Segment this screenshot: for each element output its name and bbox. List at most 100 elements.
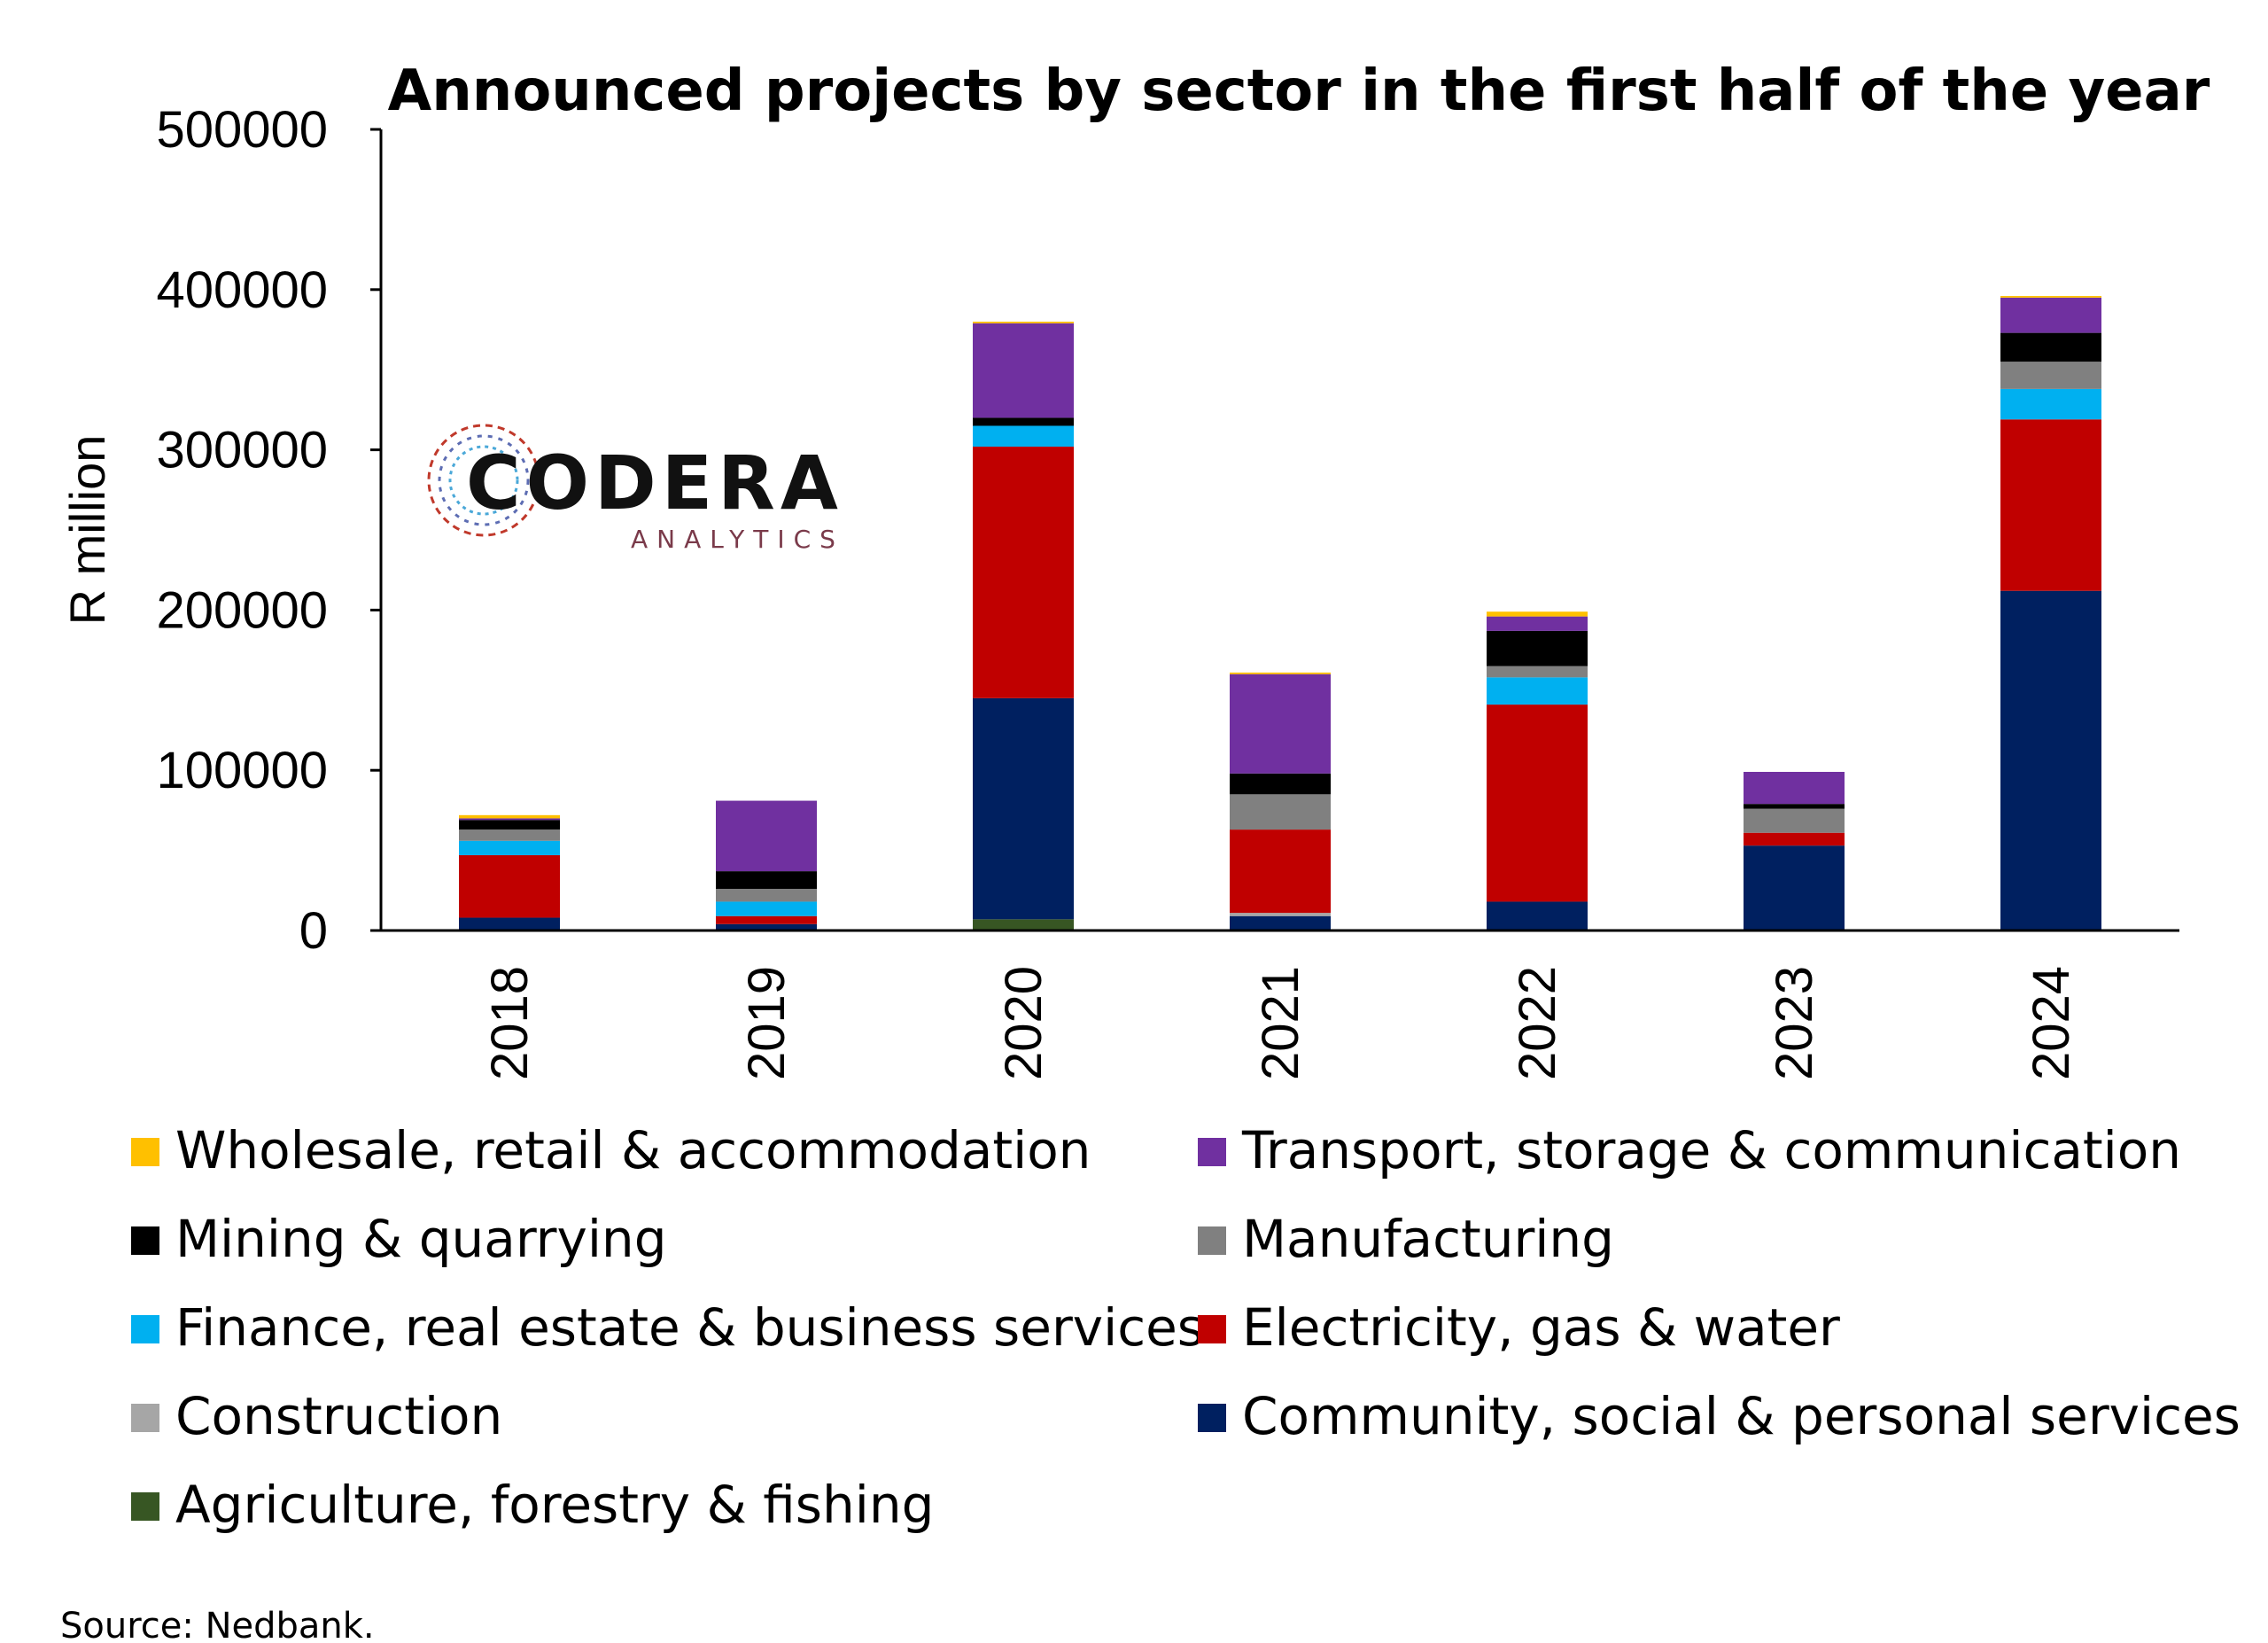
- legend-label: Electricity, gas & water: [1242, 1297, 1840, 1358]
- legend: Wholesale, retail & accommodation Transpo…: [131, 1120, 2241, 1535]
- x-tick-label: 2023: [1766, 966, 1823, 1080]
- logo-subtitle: ANALYTICS: [631, 525, 844, 554]
- bar-segment: [716, 915, 817, 924]
- bar-segment: [2000, 590, 2101, 931]
- bar-segment: [1487, 611, 1588, 617]
- bar-segment: [2000, 419, 2101, 591]
- x-tick-label: 2019: [738, 966, 796, 1080]
- legend-label: Transport, storage & communication: [1241, 1120, 2181, 1180]
- bar-segment: [1487, 705, 1588, 902]
- bar-segment: [1230, 829, 1331, 914]
- legend-swatch: [1198, 1404, 1226, 1432]
- legend-item: Construction: [131, 1386, 502, 1446]
- chart-title: Announced projects by sector in the firs…: [388, 58, 2210, 124]
- bar-segment: [459, 829, 560, 841]
- logo-wordmark: CODERA: [466, 440, 843, 526]
- legend-label: Construction: [175, 1386, 502, 1446]
- legend-item: Wholesale, retail & accommodation: [131, 1120, 1091, 1180]
- bar-segment: [1230, 674, 1331, 774]
- x-tick-label: 2020: [995, 966, 1052, 1080]
- bar-segment: [1230, 794, 1331, 830]
- y-axis-ticks: 0 100000 200000 300000 400000 500000: [156, 101, 381, 960]
- legend-swatch: [1198, 1226, 1226, 1255]
- legend-swatch: [131, 1226, 159, 1255]
- legend-item: Community, social & personal services: [1198, 1386, 2241, 1446]
- bar-segment: [459, 820, 560, 830]
- bar-segment: [1487, 901, 1588, 931]
- bar-segment: [973, 323, 1074, 418]
- y-tick-label: 100000: [156, 742, 328, 799]
- bar-segment: [1487, 616, 1588, 631]
- logo-ring-inner: [448, 445, 519, 516]
- legend-item: Agriculture, forestry & fishing: [131, 1475, 934, 1535]
- legend-swatch: [131, 1404, 159, 1432]
- legend-item: Manufacturing: [1198, 1209, 1614, 1269]
- x-tick-label: 2018: [481, 966, 539, 1080]
- bar-segment: [459, 840, 560, 856]
- bar-segment: [2000, 332, 2101, 362]
- y-tick-label: 500000: [156, 101, 328, 159]
- bar-segment: [1487, 630, 1588, 666]
- legend-swatch: [131, 1138, 159, 1166]
- bar-segment: [973, 425, 1074, 447]
- bar-segment: [973, 417, 1074, 426]
- x-tick-label: 2021: [1252, 966, 1309, 1080]
- y-tick-label: 400000: [156, 261, 328, 319]
- bar-segment: [2000, 362, 2101, 389]
- bar-segment: [1744, 832, 1845, 846]
- bar-segment: [973, 919, 1074, 931]
- legend-item: Finance, real estate & business services: [131, 1297, 1204, 1358]
- bar-segment: [459, 818, 560, 821]
- source-note: Source: Nedbank.: [60, 1606, 375, 1643]
- bar-segment: [716, 888, 817, 902]
- legend-label: Manufacturing: [1242, 1209, 1614, 1269]
- bar-segment: [1744, 808, 1845, 833]
- bar-segment: [459, 855, 560, 918]
- bars: [459, 296, 2101, 931]
- legend-item: Transport, storage & communication: [1198, 1120, 2181, 1180]
- legend-label: Community, social & personal services: [1242, 1386, 2241, 1446]
- bar-segment: [1744, 845, 1845, 931]
- bar-segment: [459, 917, 560, 931]
- legend-label: Wholesale, retail & accommodation: [175, 1120, 1091, 1180]
- logo-ring-middle: [438, 434, 530, 526]
- y-tick-label: 0: [299, 902, 328, 960]
- legend-swatch: [1198, 1315, 1226, 1343]
- legend-swatch: [131, 1315, 159, 1343]
- bar-segment: [2000, 297, 2101, 333]
- bar-segment: [716, 923, 817, 931]
- bar-segment: [1230, 672, 1331, 674]
- bar-segment: [2000, 388, 2101, 420]
- y-axis-label: R million: [59, 435, 115, 626]
- legend-label: Agriculture, forestry & fishing: [175, 1475, 934, 1535]
- bar-segment: [1230, 773, 1331, 795]
- logo-ring-outer: [427, 424, 540, 537]
- bar-segment: [716, 800, 817, 872]
- legend-label: Finance, real estate & business services: [175, 1297, 1204, 1358]
- bar-segment: [716, 871, 817, 889]
- legend-item: Electricity, gas & water: [1198, 1297, 1840, 1358]
- legend-item: Mining & quarrying: [131, 1209, 667, 1269]
- bar-segment: [1744, 772, 1845, 805]
- bar-segment: [1230, 913, 1331, 916]
- legend-swatch: [131, 1492, 159, 1521]
- bar-segment: [1230, 915, 1331, 931]
- legend-swatch: [1198, 1138, 1226, 1166]
- bar-segment: [2000, 296, 2101, 298]
- codera-logo: CODERA ANALYTICS: [427, 424, 844, 554]
- axes: [379, 129, 2179, 932]
- bar-segment: [973, 321, 1074, 323]
- x-tick-label: 2024: [2023, 966, 2080, 1080]
- x-tick-label: 2022: [1509, 966, 1566, 1080]
- bar-segment: [459, 814, 560, 819]
- bar-segment: [973, 446, 1074, 698]
- bar-segment: [716, 901, 817, 916]
- y-tick-label: 200000: [156, 581, 328, 639]
- bar-segment: [973, 697, 1074, 920]
- bar-segment: [1487, 677, 1588, 705]
- legend-label: Mining & quarrying: [175, 1209, 667, 1269]
- bar-segment: [1744, 804, 1845, 809]
- bar-segment: [1487, 666, 1588, 678]
- x-axis-ticks: 2018 2019 2020 2021 2022 2023 2024: [481, 966, 2080, 1080]
